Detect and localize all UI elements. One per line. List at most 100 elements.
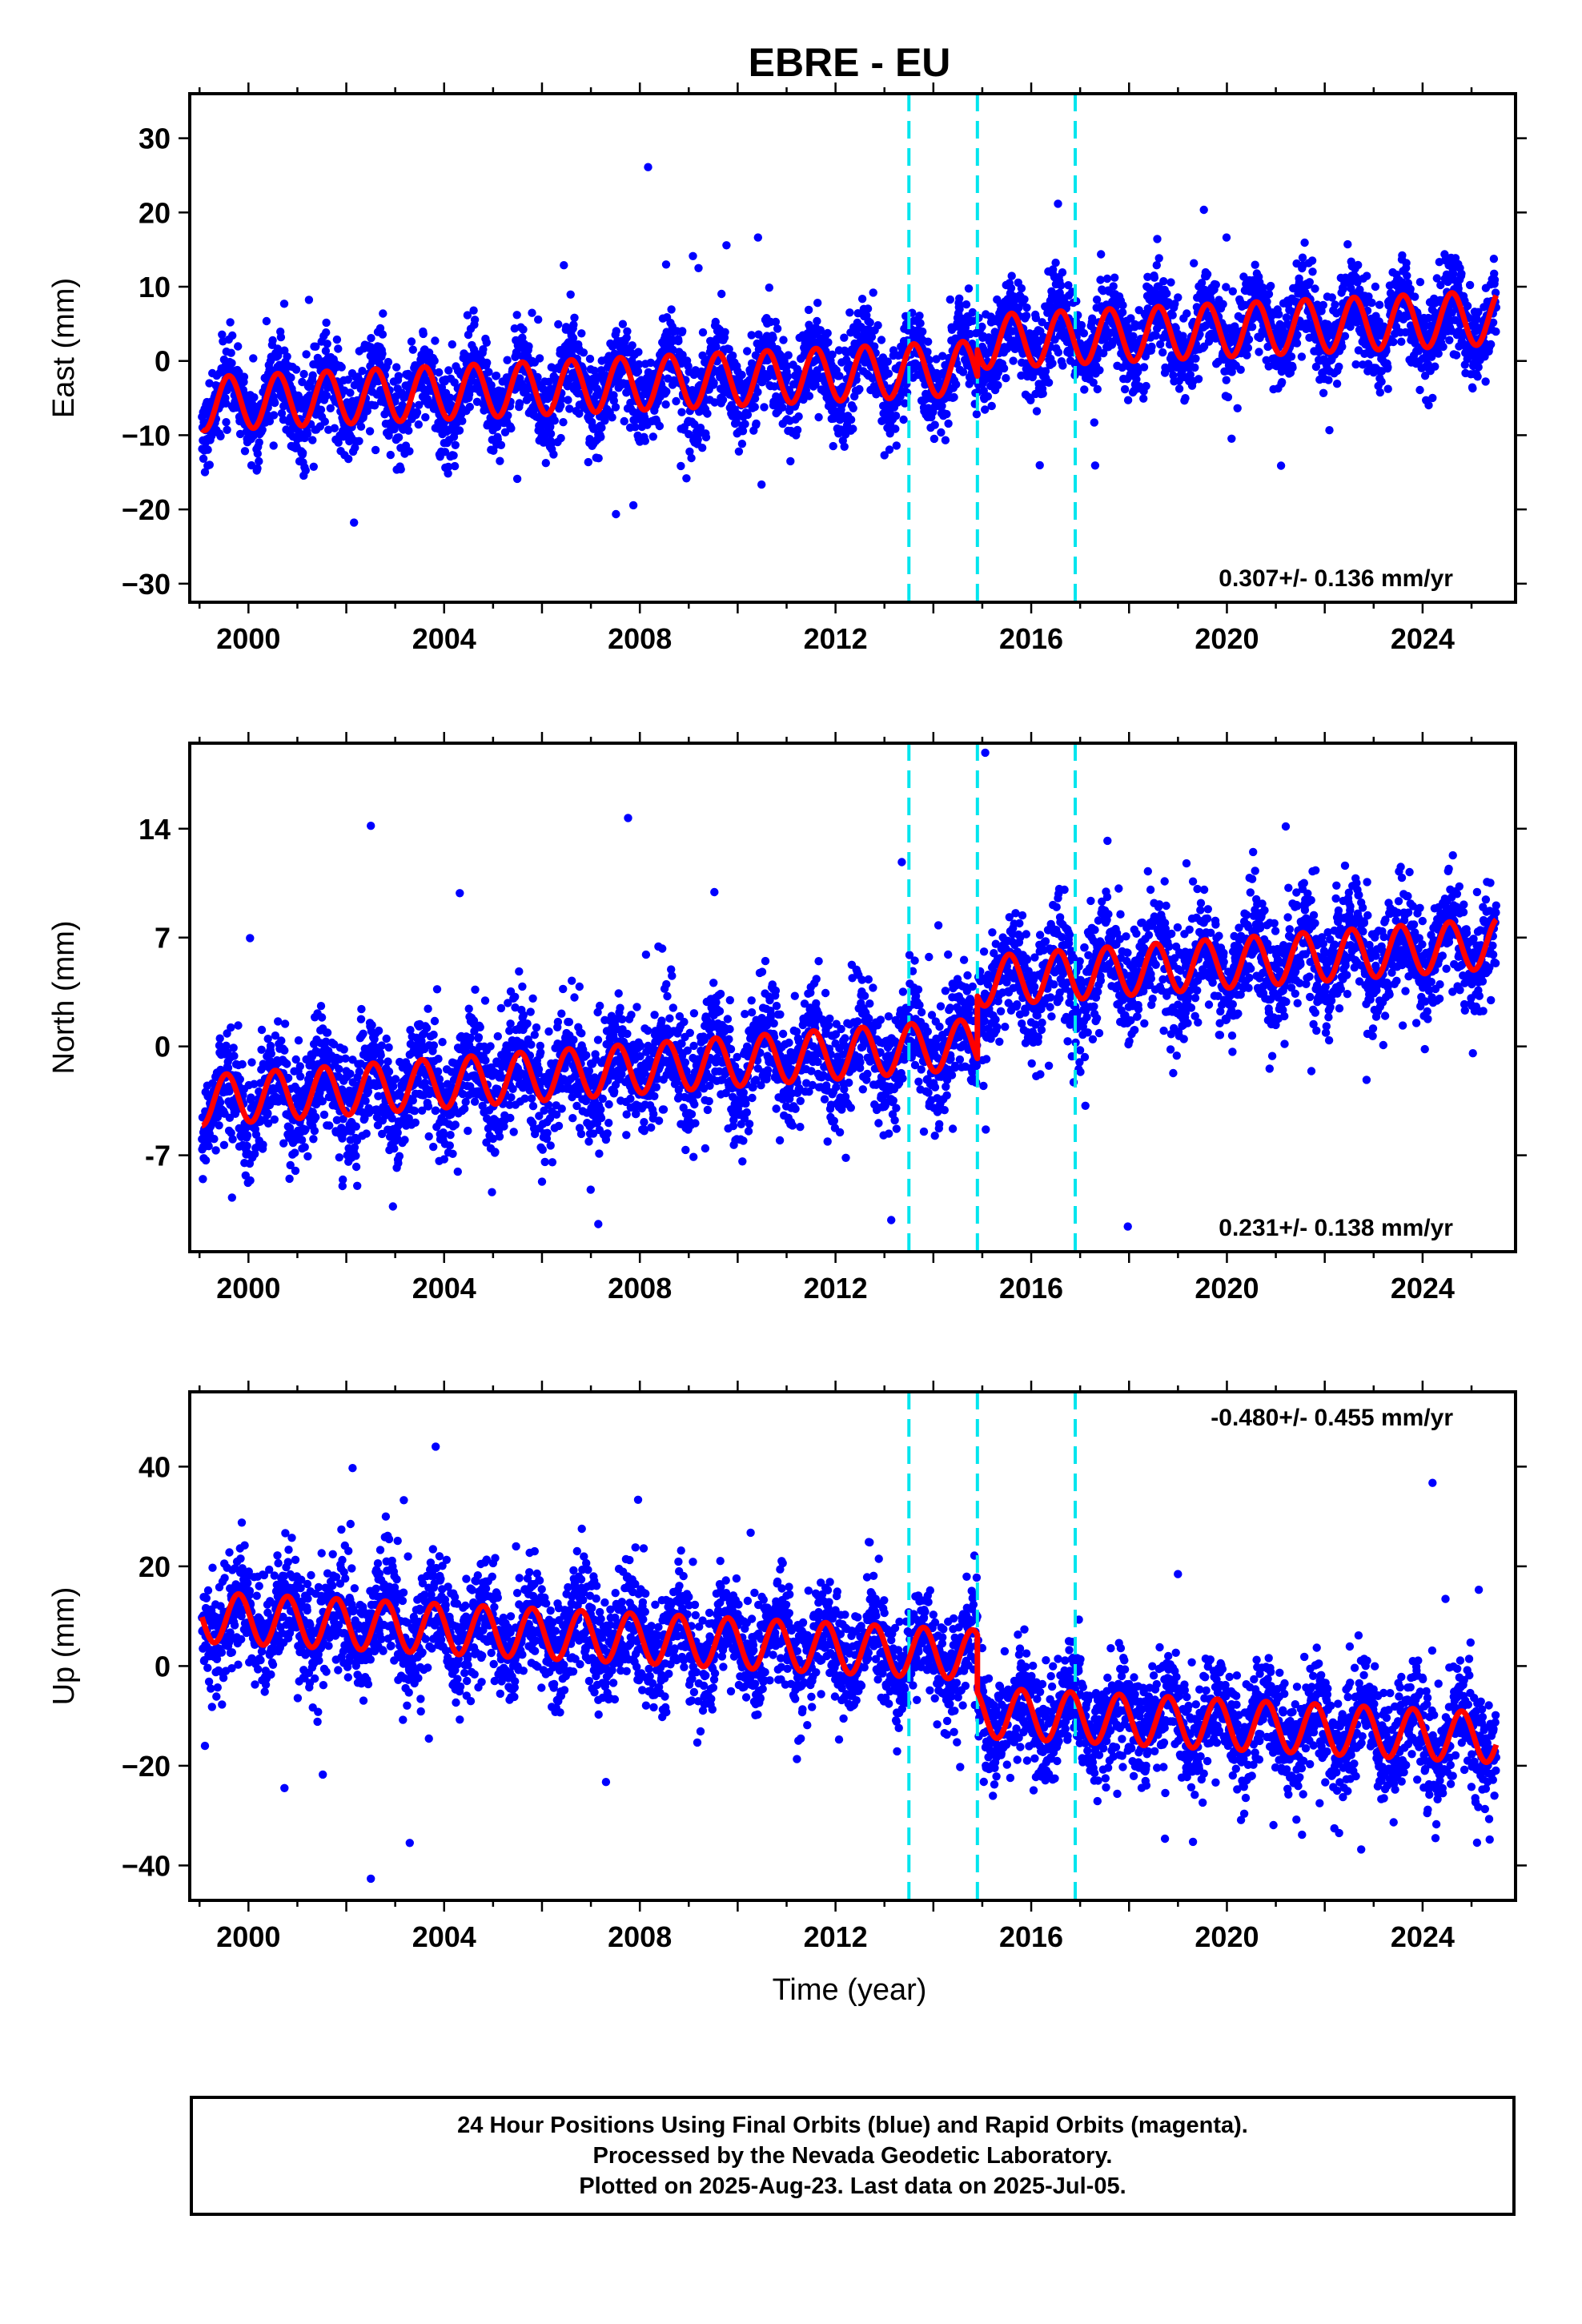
east-data-point — [983, 392, 993, 401]
east-data-point — [363, 407, 371, 416]
east-data-point — [1058, 361, 1067, 370]
east-data-point — [1297, 352, 1307, 361]
north-data-point — [294, 1036, 303, 1045]
east-data-point — [783, 372, 793, 381]
east-data-point — [554, 320, 563, 329]
north-data-point — [215, 1121, 223, 1130]
east-data-point — [869, 288, 877, 297]
east-data-point — [674, 336, 683, 346]
east-data-point — [579, 348, 588, 357]
east-data-point — [379, 309, 387, 318]
east-data-point — [450, 461, 460, 471]
east-data-point — [1182, 309, 1191, 318]
east-data-point — [1017, 283, 1026, 293]
east-data-point — [1174, 293, 1182, 302]
east-data-point — [814, 412, 823, 422]
east-data-point — [253, 464, 262, 473]
east-data-point — [330, 424, 339, 432]
east-data-point — [804, 305, 813, 315]
east-data-point — [678, 327, 687, 336]
east-data-point — [784, 351, 793, 360]
east-data-point — [1428, 393, 1437, 403]
north-data-point — [280, 1046, 289, 1055]
east-data-point — [383, 357, 393, 367]
east-data-point — [753, 233, 762, 242]
east-data-point — [1298, 253, 1307, 262]
east-data-point — [298, 377, 307, 387]
east-data-point — [560, 261, 568, 270]
east-data-point — [661, 400, 670, 409]
east-data-point — [633, 367, 643, 376]
east-y-tick-label: −30 — [122, 568, 171, 601]
east-data-point — [444, 366, 453, 375]
east-data-point — [824, 338, 833, 347]
east-data-point — [455, 426, 464, 435]
east-data-point — [1331, 300, 1339, 309]
east-data-point — [1481, 377, 1490, 386]
east-data-point — [1080, 385, 1089, 394]
east-data-point — [611, 403, 620, 412]
north-data-point — [339, 1045, 348, 1054]
east-data-point — [1275, 310, 1283, 319]
east-data-point — [962, 300, 971, 309]
east-data-point — [1219, 300, 1227, 308]
east-data-point — [1181, 394, 1190, 403]
east-data-point — [1449, 269, 1458, 279]
east-data-point — [549, 450, 558, 459]
east-data-point — [1300, 238, 1309, 247]
east-data-point — [484, 368, 493, 376]
east-data-point — [358, 367, 367, 376]
east-data-point — [1397, 337, 1406, 346]
north-data-point — [339, 1175, 347, 1184]
east-data-point — [216, 432, 225, 440]
east-data-point — [407, 337, 416, 346]
north-data-point — [246, 934, 255, 943]
east-data-point — [1032, 407, 1042, 416]
east-data-point — [1431, 362, 1439, 371]
east-data-point — [458, 416, 467, 425]
north-data-point — [270, 1115, 279, 1124]
east-data-point — [308, 436, 317, 444]
east-data-point — [682, 474, 691, 483]
east-data-point — [222, 418, 231, 427]
east-data-point — [634, 348, 643, 356]
east-data-point — [701, 432, 711, 442]
east-data-point — [1319, 300, 1328, 310]
east-data-point — [677, 461, 685, 471]
east-data-point — [1020, 295, 1029, 304]
east-data-point — [1159, 277, 1168, 286]
east-data-point — [1168, 311, 1177, 320]
north-data-point — [215, 1098, 225, 1107]
east-data-point — [1048, 359, 1057, 368]
north-data-point — [235, 1075, 244, 1084]
east-data-point — [709, 378, 718, 388]
east-data-point — [205, 379, 214, 388]
east-data-point — [253, 449, 262, 458]
east-data-point — [1227, 434, 1236, 443]
east-data-point — [227, 348, 235, 357]
east-data-point — [1363, 271, 1371, 280]
east-x-tick-label: 2012 — [804, 622, 868, 655]
east-data-point — [689, 251, 697, 260]
east-data-point — [623, 327, 632, 336]
east-y-tick-label: 10 — [139, 271, 171, 304]
east-data-point — [250, 393, 259, 402]
east-data-point — [419, 329, 428, 339]
east-data-point — [620, 416, 628, 426]
east-data-point — [566, 290, 575, 299]
east-data-point — [1035, 460, 1044, 470]
east-data-point — [404, 426, 413, 435]
east-data-point — [299, 369, 308, 379]
east-data-point — [677, 408, 686, 416]
east-data-point — [203, 445, 212, 454]
east-data-point — [332, 335, 342, 344]
east-data-point — [1324, 376, 1333, 384]
east-data-point — [1162, 289, 1171, 298]
east-data-point — [239, 372, 249, 381]
east-data-point — [1174, 384, 1184, 393]
east-data-point — [793, 425, 802, 435]
east-data-point — [228, 331, 237, 340]
north-data-point — [325, 1121, 334, 1130]
east-data-point — [524, 342, 533, 351]
east-data-point — [1002, 374, 1010, 383]
